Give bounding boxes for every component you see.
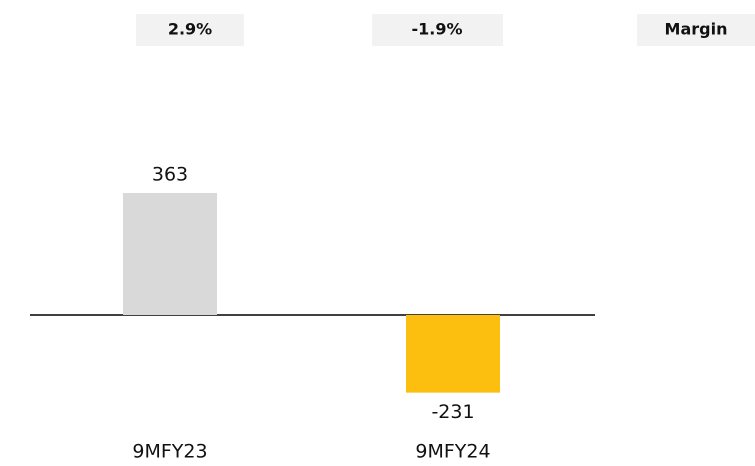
margin-label: Margin xyxy=(665,20,728,39)
x-tick-label: 9MFY23 xyxy=(132,441,207,463)
value-label: 363 xyxy=(152,164,188,186)
x-tick-label: 9MFY24 xyxy=(415,441,490,463)
value-label: -231 xyxy=(431,401,474,423)
margin-box xyxy=(136,14,244,46)
margin-value: -1.9% xyxy=(411,20,462,39)
margin-box xyxy=(637,14,755,46)
margin-value: 2.9% xyxy=(168,20,212,39)
bar xyxy=(406,315,500,393)
bar xyxy=(123,193,217,315)
margin-box xyxy=(372,14,503,46)
